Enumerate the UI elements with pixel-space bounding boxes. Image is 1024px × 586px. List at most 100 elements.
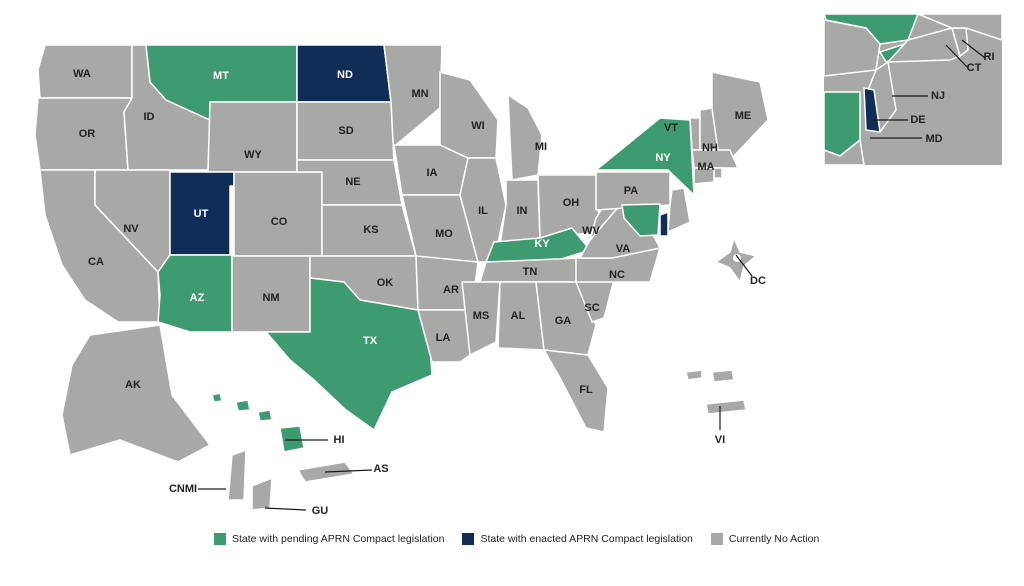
label-ms: MS xyxy=(473,310,490,322)
state-wi[interactable] xyxy=(439,71,499,159)
label-ks: KS xyxy=(363,224,378,236)
label-nv: NV xyxy=(123,223,139,235)
label-mn: MN xyxy=(411,88,428,100)
label-nh: NH xyxy=(702,142,718,154)
label-mo: MO xyxy=(435,228,453,240)
label-wv: WV xyxy=(582,225,600,237)
region-piece-ma-10 xyxy=(917,13,1003,41)
label-vt: VT xyxy=(664,122,678,134)
label-me: ME xyxy=(735,110,752,122)
label-de: DE xyxy=(910,114,925,126)
label-sd: SD xyxy=(338,125,353,137)
region-piece-vi-3 xyxy=(685,369,703,381)
state-cnmi[interactable] xyxy=(227,449,247,501)
label-az: AZ xyxy=(190,292,205,304)
label-nm: NM xyxy=(262,292,279,304)
state-hi[interactable] xyxy=(279,425,305,453)
region-piece-vi-4 xyxy=(711,369,735,383)
label-ky: KY xyxy=(534,238,550,250)
label-as: AS xyxy=(373,463,388,475)
state-ms[interactable] xyxy=(461,281,501,356)
state-co[interactable] xyxy=(233,171,323,257)
label-wa: WA xyxy=(73,68,91,80)
label-md: MD xyxy=(925,133,942,145)
label-hi: HI xyxy=(334,434,345,446)
label-nc: NC xyxy=(609,269,625,281)
map-legend: State with pending APRN Compact legislat… xyxy=(214,531,837,547)
state-gu[interactable] xyxy=(251,477,273,511)
label-ca: CA xyxy=(88,256,104,268)
label-co: CO xyxy=(271,216,288,228)
label-ga: GA xyxy=(555,315,572,327)
state-mi[interactable] xyxy=(507,94,543,181)
label-or: OR xyxy=(79,128,96,140)
label-al: AL xyxy=(511,310,526,322)
label-tx: TX xyxy=(363,335,378,347)
label-mt: MT xyxy=(213,70,229,82)
label-ri: RI xyxy=(984,51,995,63)
label-ne: NE xyxy=(345,176,360,188)
legend-item-enacted: State with enacted APRN Compact legislat… xyxy=(462,533,693,545)
label-mi: MI xyxy=(535,141,547,153)
label-cnmi: CNMI xyxy=(169,483,197,495)
label-ct: CT xyxy=(967,62,982,74)
label-wi: WI xyxy=(471,120,484,132)
label-ak: AK xyxy=(125,379,141,391)
region-piece-hi-1 xyxy=(235,399,251,412)
label-wy: WY xyxy=(244,149,262,161)
state-ga[interactable] xyxy=(535,281,597,356)
label-vi: VI xyxy=(715,434,725,446)
state-mn[interactable] xyxy=(383,44,443,161)
state-vt[interactable] xyxy=(689,117,701,151)
dc-star-center xyxy=(733,254,741,262)
region-piece-ct-8 xyxy=(887,27,961,63)
legend-swatch-pending xyxy=(214,533,226,545)
label-oh: OH xyxy=(563,197,580,209)
label-ut: UT xyxy=(194,208,209,220)
state-ri[interactable] xyxy=(713,167,723,179)
label-nd: ND xyxy=(337,69,353,81)
state-ny[interactable] xyxy=(595,117,695,196)
label-fl: FL xyxy=(579,384,593,396)
callout-line-0 xyxy=(961,39,986,59)
legend-label-none: Currently No Action xyxy=(728,533,820,545)
label-ny: NY xyxy=(655,152,671,164)
label-il: IL xyxy=(478,205,488,217)
label-id: ID xyxy=(144,111,155,123)
label-dc: DC xyxy=(750,275,766,287)
state-tx[interactable] xyxy=(265,277,433,431)
callout-line-1 xyxy=(945,44,969,69)
callout-line-5 xyxy=(735,254,753,277)
state-fl[interactable] xyxy=(543,349,609,433)
legend-item-pending: State with pending APRN Compact legislat… xyxy=(214,533,444,545)
label-in: IN xyxy=(517,205,528,217)
label-pa: PA xyxy=(624,185,639,197)
state-ct[interactable] xyxy=(693,167,715,185)
legend-label-enacted: State with enacted APRN Compact legislat… xyxy=(480,533,693,545)
label-nj: NJ xyxy=(931,90,945,102)
legend-label-pending: State with pending APRN Compact legislat… xyxy=(232,533,445,545)
region-piece-hi-2 xyxy=(257,409,273,422)
state-ma[interactable] xyxy=(691,149,739,169)
label-ok: OK xyxy=(377,277,394,289)
state-de[interactable] xyxy=(659,211,669,237)
label-ar: AR xyxy=(443,284,459,296)
state-md[interactable] xyxy=(621,203,661,237)
label-la: LA xyxy=(436,332,451,344)
label-va: VA xyxy=(616,243,631,255)
label-gu: GU xyxy=(312,505,329,517)
region-piece-de-12 xyxy=(863,87,881,133)
state-wy[interactable] xyxy=(207,101,298,173)
callout-line-9 xyxy=(264,507,307,511)
state-ak[interactable] xyxy=(61,324,211,463)
legend-swatch-none xyxy=(710,533,723,545)
label-ma: MA xyxy=(697,161,714,173)
region-piece-hi-0 xyxy=(211,392,223,403)
legend-item-none: Currently No Action xyxy=(710,533,820,545)
state-vi[interactable] xyxy=(705,399,747,415)
callout-line-8 xyxy=(324,469,373,473)
label-ia: IA xyxy=(427,167,438,179)
label-tn: TN xyxy=(523,266,538,278)
state-nj[interactable] xyxy=(667,187,691,233)
